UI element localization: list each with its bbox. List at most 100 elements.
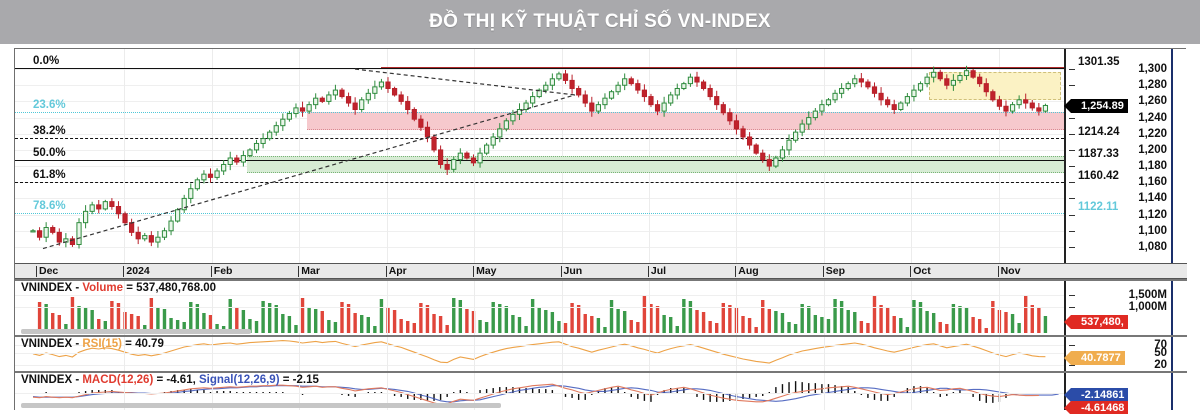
gridline-vertical — [299, 281, 301, 335]
signal-header-key: Signal(12,26,9) — [199, 374, 280, 386]
macd-plot-area[interactable] — [15, 373, 1064, 410]
macd-scrollbar[interactable] — [21, 403, 501, 408]
rsi-tick-label: 20 — [1154, 359, 1167, 371]
volume-header-value: = 537,480,768.00 — [123, 282, 217, 294]
gridline-vertical — [474, 337, 476, 371]
gridline-horizontal — [15, 149, 1064, 151]
volume-value-badge: 537,480, — [1071, 315, 1128, 329]
gridline-horizontal — [15, 295, 1064, 296]
chart-container: 0.0% 23.6% 38.2% 50.0% 61.8% 78.6% 1,300 1,280… — [14, 48, 1187, 414]
fib-line-0-0% — [15, 68, 1064, 69]
rsi-plot-area[interactable] — [15, 337, 1064, 371]
panel-divider — [15, 371, 1187, 373]
price-tick-label: 1,300 — [1138, 63, 1167, 76]
price-tick-mark — [1069, 133, 1075, 135]
gridline-vertical — [124, 49, 126, 263]
gridline-vertical — [386, 281, 388, 335]
gridline-vertical — [124, 337, 126, 371]
gridline-vertical — [299, 373, 301, 410]
gridline-horizontal — [15, 307, 1064, 308]
gridline-vertical — [124, 281, 126, 335]
gridline-horizontal — [15, 69, 1064, 71]
gridline-vertical — [736, 337, 738, 371]
gridline-vertical — [561, 281, 563, 335]
price-tick-mark — [1069, 149, 1075, 151]
gridline-vertical — [736, 281, 738, 335]
rsi-header-value: = 40.79 — [121, 338, 164, 350]
fib-label-5: 78.6% — [33, 199, 66, 212]
x-tick-Sep: Sep — [822, 265, 846, 277]
gridline-zero — [15, 393, 1064, 394]
volume-scrollbar[interactable] — [21, 329, 251, 334]
fib-price-4: 1160.42 — [1078, 169, 1119, 182]
price-tick-label: 1,120 — [1138, 208, 1167, 221]
price-tick-label: 1,260 — [1138, 95, 1167, 108]
gridline-vertical — [998, 281, 1000, 335]
signal-header-value: = -2.15 — [279, 374, 319, 386]
volume-value: 537,480, — [1081, 316, 1124, 328]
x-tick-Feb: Feb — [210, 265, 233, 277]
volume-tick-mark — [1069, 295, 1075, 296]
gridline-vertical — [474, 373, 476, 410]
x-tick-Aug: Aug — [735, 265, 759, 277]
fib-price-3: 1187.33 — [1078, 148, 1119, 161]
rsi-tick-label: 50 — [1154, 347, 1167, 359]
macd-value-badge: -4.61468 — [1071, 401, 1129, 414]
macd-header-key: MACD(12,26) — [82, 374, 154, 386]
gridline-vertical — [474, 281, 476, 335]
gridline-horizontal — [15, 214, 1064, 216]
gridline-vertical — [823, 49, 825, 263]
fib-label-2: 38.2% — [33, 125, 66, 138]
panel-divider — [15, 279, 1187, 281]
price-tick-label: 1,080 — [1138, 240, 1167, 253]
gridline-vertical — [911, 337, 913, 371]
macd-header: VNINDEX - MACD(12,26) = -4.61, Signal(12… — [21, 374, 319, 386]
volume-header-key: Volume — [82, 282, 124, 294]
price-tick-label: 1,240 — [1138, 111, 1167, 124]
price-y-axis: 1,300 1,280 1,260 1,240 1,220 1,200 1,180 1,160… — [1064, 49, 1187, 263]
price-tick-label: 1,160 — [1138, 176, 1167, 189]
x-tick-Apr: Apr — [385, 265, 407, 277]
gridline-horizontal — [15, 230, 1064, 232]
gridline-horizontal — [15, 246, 1064, 248]
price-tick-label: 1,180 — [1138, 160, 1167, 173]
price-tick-mark — [1069, 166, 1075, 168]
fib-price-2: 1214.24 — [1078, 126, 1120, 139]
gridline-vertical — [561, 49, 563, 263]
rsi-header: VNINDEX - RSI(15) = 40.79 — [21, 338, 164, 350]
gridline-horizontal — [15, 198, 1064, 200]
fib-line-61-8% — [15, 181, 1064, 183]
rsi-value-badge: 40.7877 — [1071, 350, 1125, 365]
title-banner: ĐỒ THỊ KỸ THUẬT CHỈ SỐ VN-INDEX — [0, 0, 1200, 44]
gridline-horizontal — [15, 133, 1064, 135]
gridline-horizontal — [15, 365, 1064, 366]
gridline-vertical — [299, 337, 301, 371]
price-panel: 0.0% 23.6% 38.2% 50.0% 61.8% 78.6% 1,300 1,280… — [15, 49, 1187, 263]
signal-value: -2.14861 — [1081, 389, 1125, 402]
gridline-vertical — [211, 281, 213, 335]
macd-header-mid: = -4.61, — [153, 374, 199, 386]
macd-value: -4.61468 — [1081, 402, 1125, 414]
price-tick-mark — [1069, 85, 1075, 87]
gridline-vertical — [998, 49, 1000, 263]
volume-tick-mark — [1069, 307, 1075, 308]
last-price-value: 1,254.89 — [1081, 99, 1124, 112]
gridline-vertical — [823, 373, 825, 410]
gridline-vertical — [561, 373, 563, 410]
fib-line-23-6% — [15, 111, 1064, 113]
price-plot-area[interactable]: 0.0% 23.6% 38.2% 50.0% 61.8% 78.6% — [15, 49, 1064, 263]
volume-plot-area[interactable] — [15, 281, 1064, 335]
x-tick-2024: 2024 — [123, 265, 150, 277]
gridline-vertical — [823, 337, 825, 371]
fib-line-38-2% — [15, 138, 1064, 140]
page-title: ĐỒ THỊ KỸ THUẬT CHỈ SỐ VN-INDEX — [429, 11, 771, 32]
x-axis: Dec 2024 Feb Mar Apr May Jun Jul Aug Sep Oct Nov — [15, 263, 1187, 279]
fib-price-0: 1301.35 — [1078, 56, 1120, 68]
price-tick-mark — [1069, 69, 1075, 71]
gridline-vertical — [823, 281, 825, 335]
gridline-vertical — [911, 373, 913, 410]
rsi-value: 40.7877 — [1081, 351, 1121, 364]
gridline-vertical — [648, 281, 650, 335]
x-tick-May: May — [473, 265, 497, 277]
